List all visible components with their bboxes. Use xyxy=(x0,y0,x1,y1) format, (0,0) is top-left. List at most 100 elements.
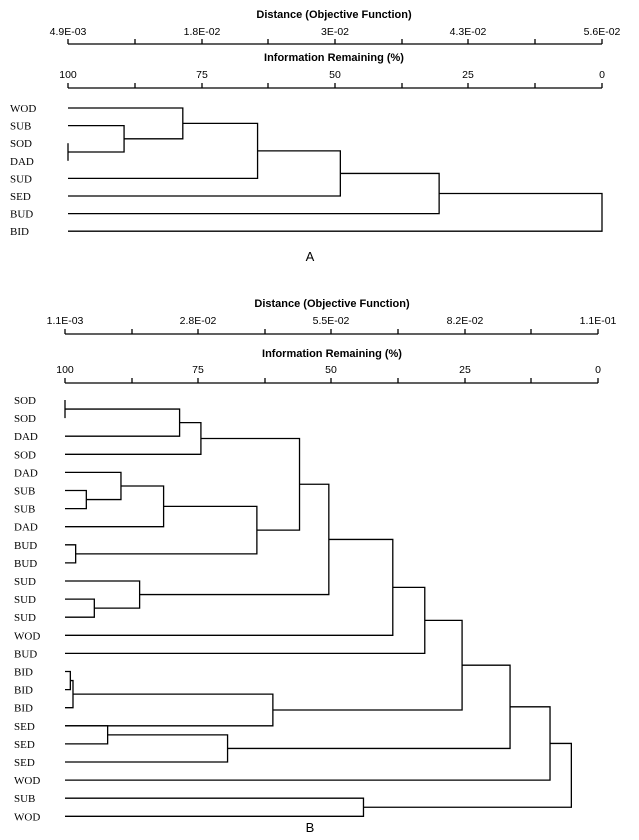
panel-a-leaf-label: SUD xyxy=(10,173,32,185)
panel-a-merge-link xyxy=(68,172,440,215)
panel-a-merge-link xyxy=(68,122,259,180)
panel-b-info-tick: 100 xyxy=(56,364,74,376)
panel-b-merge-link xyxy=(65,725,109,745)
panel-a-merge-link xyxy=(68,150,341,197)
panel-b: Distance (Objective Function) 1.1E-03 2.… xyxy=(14,298,617,835)
panel-a-info-axis-title: Information Remaining (%) xyxy=(264,52,404,64)
panel-a-info-tick: 50 xyxy=(329,69,341,81)
panel-b-leaf-labels: SOD SOD DAD SOD DAD SUB SUB DAD BUD BUD SUD SUD SUD W… xyxy=(14,395,40,823)
panel-b-merge-link xyxy=(65,408,181,437)
panel-b-merge-link xyxy=(65,679,74,709)
panel-b-merge-link xyxy=(75,505,258,555)
panel-b-info-tick-labels: 100 75 50 25 0 xyxy=(56,364,601,376)
panel-b-distance-axis-title: Distance (Objective Function) xyxy=(254,298,410,310)
panel-b-info-axis-title: Information Remaining (%) xyxy=(262,348,402,360)
panel-a-tree xyxy=(67,107,603,232)
panel-a-leaf-labels: WOD SUB SOD DAD SUD SED BUD BID xyxy=(10,103,36,238)
panel-b-leaf-label: SUD xyxy=(14,612,36,624)
panel-b-merge-link xyxy=(65,706,551,781)
panel-b-distance-tick: 2.8E-02 xyxy=(180,315,217,327)
panel-b-leaf-label: SUD xyxy=(14,594,36,606)
panel-b-leaf-label: WOD xyxy=(14,775,40,787)
panel-b-merge-link xyxy=(200,437,301,531)
panel-b-leaf-label: SUB xyxy=(14,504,35,516)
panel-b-distance-tick: 8.2E-02 xyxy=(447,315,484,327)
panel-a-leaf-label: WOD xyxy=(10,103,36,115)
panel-b-merge-link xyxy=(65,421,202,455)
panel-a-leaf-label: SED xyxy=(10,191,31,203)
panel-b-distance-tick: 1.1E-01 xyxy=(580,315,617,327)
panel-b-leaf-label: SOD xyxy=(14,413,36,425)
panel-a-leaf-label: DAD xyxy=(10,156,34,168)
panel-a-merge-link xyxy=(68,192,603,232)
panel-b-merge-link xyxy=(227,664,511,750)
panel-b-leaf-label: SED xyxy=(14,757,35,769)
panel-b-merge-link xyxy=(65,544,77,564)
panel-b-merge-link xyxy=(65,734,229,763)
panel-b-merge-link xyxy=(65,485,165,528)
panel-a-distance-tick-marks xyxy=(67,39,603,44)
panel-b-distance-tick: 1.1E-03 xyxy=(47,315,84,327)
panel-a: Distance (Objective Function) 4.9E-03 1.… xyxy=(10,9,621,264)
panel-b-merge-link xyxy=(272,619,463,711)
panel-b-leaf-label: SUD xyxy=(14,576,36,588)
panel-b-merge-link xyxy=(65,586,426,655)
panel-b-leaf-label: WOD xyxy=(14,630,40,642)
panel-b-info-tick: 0 xyxy=(595,364,601,376)
panel-b-distance-tick-labels: 1.1E-03 2.8E-02 5.5E-02 8.2E-02 1.1E-01 xyxy=(47,315,617,327)
panel-b-leaf-label: SOD xyxy=(14,449,36,461)
panel-a-info-tick: 0 xyxy=(599,69,605,81)
panel-a-info-tick: 100 xyxy=(59,69,77,81)
panel-b-leaf-label: BID xyxy=(14,703,33,715)
panel-b-tree xyxy=(64,400,572,817)
panel-b-merge-link xyxy=(65,670,71,691)
panel-b-leaf-label: SED xyxy=(14,721,35,733)
panel-b-merge-link xyxy=(65,580,141,609)
panel-b-leaf-label: SUB xyxy=(14,486,35,498)
panel-a-distance-tick: 1.8E-02 xyxy=(184,26,221,38)
panel-b-info-tick: 50 xyxy=(325,364,337,376)
panel-a-label: A xyxy=(306,249,315,264)
panel-b-distance-tick-marks xyxy=(64,329,599,334)
panel-a-merge-link xyxy=(68,124,125,153)
panel-a-distance-tick: 4.3E-02 xyxy=(450,26,487,38)
panel-a-info-tick: 25 xyxy=(462,69,474,81)
panel-b-merge-link xyxy=(139,483,330,596)
panel-a-leaf-label: SOD xyxy=(10,138,32,150)
panel-b-label: B xyxy=(306,820,315,835)
panel-b-info-tick: 75 xyxy=(192,364,204,376)
panel-a-distance-tick: 3E-02 xyxy=(321,26,349,38)
panel-a-info-tick-marks xyxy=(67,83,603,88)
panel-a-leaf-label: BUD xyxy=(10,209,33,221)
panel-b-info-tick: 25 xyxy=(459,364,471,376)
panel-a-distance-tick-labels: 4.9E-03 1.8E-02 3E-02 4.3E-02 5.6E-02 xyxy=(50,26,621,38)
panel-b-leaf-label: DAD xyxy=(14,522,38,534)
panel-a-info-tick-labels: 100 75 50 25 0 xyxy=(59,69,605,81)
panel-b-merge-link xyxy=(65,471,122,501)
panel-b-merge-link xyxy=(65,598,95,618)
panel-b-distance-tick: 5.5E-02 xyxy=(313,315,350,327)
panel-b-merge-link xyxy=(65,797,365,817)
panel-b-leaf-label: WOD xyxy=(14,811,40,823)
panel-b-merge-link xyxy=(65,693,274,727)
panel-b-leaf-label: BUD xyxy=(14,558,37,570)
panel-b-merge-link xyxy=(363,742,572,808)
panel-b-leaf-label: BID xyxy=(14,667,33,679)
panel-b-leaf-label: SUB xyxy=(14,793,35,805)
panel-a-distance-tick: 4.9E-03 xyxy=(50,26,87,38)
panel-b-leaf-label: BUD xyxy=(14,540,37,552)
panel-b-leaf-label: BUD xyxy=(14,648,37,660)
panel-b-leaf-label: DAD xyxy=(14,467,38,479)
panel-b-info-tick-marks xyxy=(64,378,599,383)
panel-a-leaf-label: SUB xyxy=(10,121,31,133)
panel-b-leaf-label: BID xyxy=(14,685,33,697)
panel-a-distance-axis-title: Distance (Objective Function) xyxy=(256,9,412,21)
panel-b-leaf-label: SOD xyxy=(14,395,36,407)
panel-b-leaf-label: DAD xyxy=(14,431,38,443)
panel-a-leaf-label: BID xyxy=(10,226,29,238)
panel-b-merge-link xyxy=(65,489,87,510)
panel-b-leaf-label: SED xyxy=(14,739,35,751)
panel-a-distance-tick: 5.6E-02 xyxy=(584,26,621,38)
panel-a-merge-link xyxy=(68,107,184,140)
